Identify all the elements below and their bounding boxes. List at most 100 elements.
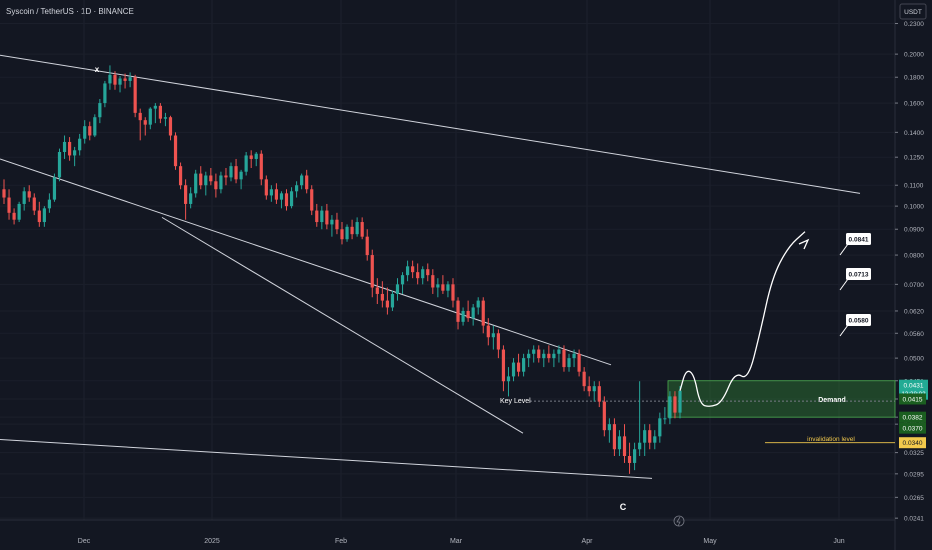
candle-body (294, 185, 299, 192)
y-tick-label: 0.0900 (904, 227, 924, 234)
candle-body (345, 226, 349, 240)
candle-body (7, 197, 11, 213)
candle-body (108, 74, 112, 84)
candle-body (658, 418, 662, 437)
candle-body (400, 275, 405, 285)
candle-body (567, 358, 571, 368)
candle-body (486, 325, 490, 338)
trend-line[interactable] (161, 216, 524, 434)
candle-body (552, 353, 556, 359)
candle-body (678, 390, 682, 413)
candle-body (663, 418, 667, 420)
candle-body (133, 77, 137, 113)
candle-body (602, 401, 606, 431)
candle-body (163, 117, 168, 119)
candle-body (481, 300, 485, 326)
candle-body (2, 189, 6, 198)
candle-body (118, 78, 122, 85)
candle-body (592, 386, 596, 392)
candle-body (516, 362, 521, 372)
candle-body (542, 353, 546, 359)
candle-body (537, 349, 541, 359)
candle-body (310, 189, 314, 211)
y-tick-label: 0.0800 (904, 253, 924, 260)
candle-body (153, 105, 157, 109)
y-tick-label: 0.0241 (904, 516, 924, 523)
price-axis[interactable] (895, 0, 932, 550)
candle-body (405, 266, 410, 276)
level-tag-text: 0.0382 (903, 415, 923, 422)
candle-body (622, 436, 627, 456)
candle-body (224, 175, 228, 178)
candle-body (431, 275, 435, 288)
candle-body (582, 371, 586, 387)
candle-body (93, 117, 97, 136)
candle-body (441, 284, 445, 291)
target-pointer (839, 243, 849, 256)
candle-body (461, 310, 465, 322)
candle-body (643, 430, 647, 443)
y-tick-label: 0.2300 (904, 21, 924, 28)
candle-body (47, 199, 52, 209)
candle-body (360, 222, 364, 237)
candle-body (355, 222, 359, 235)
target-pointer (839, 324, 849, 337)
y-tick-label: 0.0295 (904, 471, 924, 478)
candle-body (244, 155, 248, 172)
candle-body (57, 151, 62, 178)
candle-body (587, 386, 591, 392)
candle-body (325, 210, 329, 225)
time-axis[interactable] (0, 520, 895, 550)
lightning-icon[interactable] (673, 515, 685, 527)
target-pointer (839, 278, 849, 291)
y-tick-label: 0.0500 (904, 356, 924, 363)
candle-body (491, 333, 495, 338)
candle-body (189, 193, 193, 204)
trend-line[interactable] (0, 54, 861, 194)
y-tick-label: 0.1800 (904, 75, 924, 82)
target-box[interactable] (846, 268, 871, 280)
candle-body (476, 300, 480, 308)
currency-box[interactable] (899, 3, 927, 20)
candle-body (627, 455, 632, 463)
candle-body (572, 353, 576, 359)
candle-body (421, 269, 425, 279)
target-box[interactable] (846, 233, 871, 245)
candle-body (673, 396, 677, 413)
candle-body (436, 284, 440, 288)
x-tick-label: May (703, 538, 717, 545)
candle-body (506, 376, 511, 382)
candle-body (103, 83, 107, 104)
candle-body (158, 105, 162, 119)
candle-body (173, 135, 178, 167)
candle-body (12, 212, 16, 220)
candle-body (52, 177, 57, 200)
lightning-glyph (676, 516, 681, 527)
candle-body (612, 424, 617, 450)
demand-zone[interactable] (667, 380, 896, 418)
target-box[interactable] (846, 314, 871, 326)
projection-path[interactable] (679, 231, 806, 407)
trend-line[interactable] (0, 439, 653, 479)
candle-body (532, 349, 536, 354)
y-tick-label: 0.2000 (904, 52, 924, 59)
candle-body (274, 189, 279, 200)
trend-line[interactable] (0, 158, 612, 366)
candle-body (128, 77, 132, 81)
candle-body (42, 208, 46, 223)
candle-body (279, 193, 284, 200)
candle-body (78, 138, 82, 151)
candle-body (390, 293, 395, 308)
invalidation-tag-text: 0.0340 (903, 440, 923, 447)
candle-body (239, 171, 243, 180)
candle-body (632, 449, 637, 463)
candle-body (73, 150, 77, 156)
candle-body (37, 210, 41, 223)
candle-body (395, 284, 400, 294)
candle-body (138, 112, 142, 121)
y-tick-label: 0.0560 (904, 331, 924, 338)
candle-body (426, 269, 430, 276)
candle-body (113, 74, 117, 85)
